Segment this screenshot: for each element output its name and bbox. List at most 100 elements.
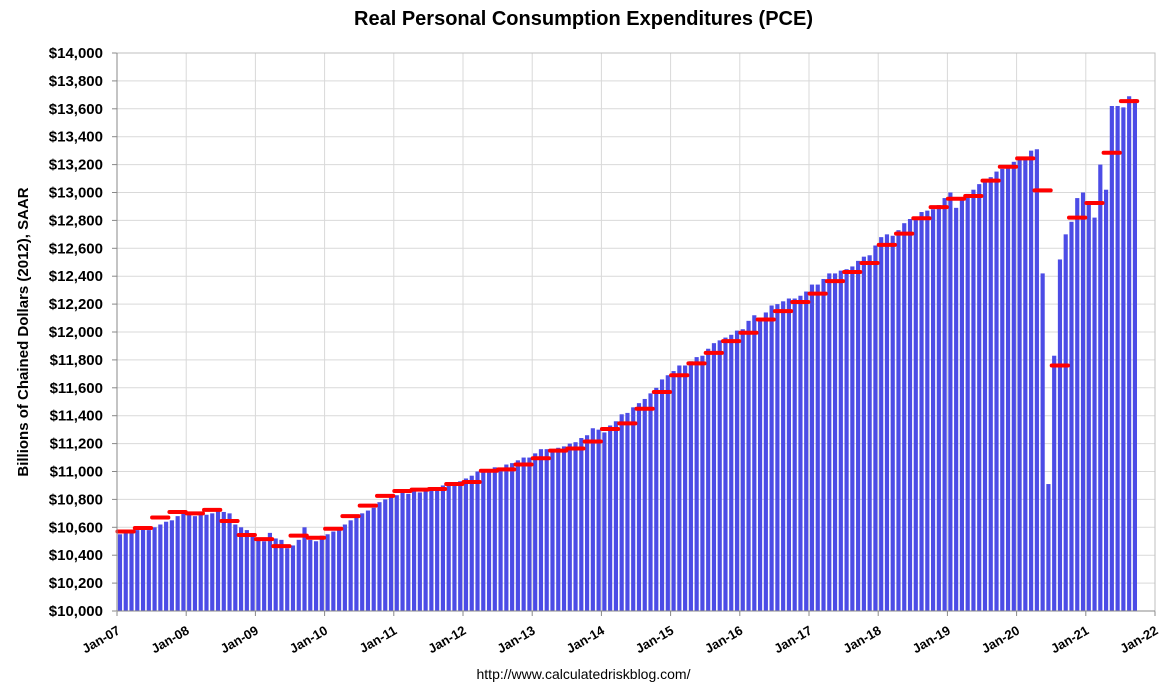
pce-bar (982, 179, 988, 611)
pce-bar (331, 531, 336, 611)
pce-bar (781, 301, 786, 611)
pce-bar (129, 532, 134, 611)
pce-bar (884, 234, 890, 611)
pce-bar (308, 539, 313, 611)
pce-bar (769, 305, 774, 611)
pce-bar (204, 514, 209, 611)
pce-bar (538, 449, 544, 611)
pce-bar (706, 348, 711, 611)
y-tick-label: $11,600 (50, 380, 103, 397)
pce-bar (279, 539, 284, 611)
pce-bar (452, 484, 457, 611)
pce-bar (400, 492, 405, 611)
pce-bar (135, 530, 140, 611)
pce-bar (463, 478, 469, 611)
y-tick-label: $12,800 (49, 212, 103, 229)
pce-bar (1011, 161, 1016, 611)
pce-bar (337, 528, 342, 611)
pce-bar (1057, 259, 1063, 611)
pce-bar (348, 520, 353, 611)
y-tick-label: $12,600 (49, 240, 103, 257)
pce-bar (936, 205, 941, 611)
pce-bar (925, 210, 930, 611)
pce-bar (954, 207, 959, 611)
pce-bar (198, 511, 203, 611)
pce-bar (417, 492, 422, 611)
pce-bar (215, 510, 221, 611)
pce-bar (388, 496, 394, 611)
pce-bar (861, 256, 866, 611)
pce-bar (504, 464, 509, 611)
pce-bar (850, 266, 855, 611)
pce-bar (1052, 355, 1057, 611)
pce-bar (1115, 106, 1120, 611)
pce-bar (192, 516, 198, 611)
pce-bar (262, 541, 267, 611)
pce-bar (210, 513, 215, 611)
pce-bar (902, 223, 907, 611)
pce-bar (256, 538, 261, 611)
pce-bar (931, 209, 936, 612)
y-tick-label: $10,600 (49, 519, 103, 536)
pce-bar (619, 414, 624, 611)
x-tick-label: Jan-18 (841, 623, 884, 657)
pce-bar (1040, 273, 1045, 611)
pce-bar (1046, 484, 1051, 611)
pce-bar (267, 532, 272, 611)
pce-bar (890, 235, 895, 611)
pce-bar (1034, 149, 1039, 611)
pce-bar (1023, 159, 1028, 611)
x-tick-label: Jan-17 (771, 623, 814, 657)
pce-bar (746, 320, 751, 611)
y-tick-label: $11,200 (50, 436, 103, 453)
pce-bar (613, 421, 618, 611)
pce-bar (729, 334, 734, 611)
x-tick-label: Jan-13 (495, 623, 538, 657)
pce-bar (1000, 168, 1005, 611)
gridlines (117, 52, 1156, 612)
pce-bar (527, 457, 532, 611)
y-tick-label: $11,400 (50, 408, 103, 425)
pce-bar (481, 470, 486, 611)
pce-bar (290, 545, 296, 611)
pce-bar (907, 219, 913, 611)
y-tick-label: $11,000 (50, 464, 103, 481)
pce-bar (579, 438, 584, 611)
pce-bar (1069, 221, 1074, 612)
y-tick-label: $13,000 (49, 185, 103, 202)
pce-bar (342, 524, 347, 611)
pce-bar (1017, 157, 1022, 611)
pce-bar (867, 255, 872, 611)
x-tick-label: Jan-21 (1048, 623, 1091, 657)
pce-bar (550, 450, 555, 611)
axes (112, 52, 1156, 616)
pce-bar (659, 379, 665, 611)
pce-bar (313, 541, 319, 611)
pce-bar (227, 513, 232, 611)
pce-bar (435, 488, 440, 611)
pce-bar (948, 192, 953, 611)
pce-bar (296, 539, 301, 611)
pce-bar (734, 330, 740, 611)
pce-bar (965, 193, 970, 611)
pce-bar (383, 499, 388, 611)
pce-bar (325, 534, 330, 611)
pce-bar (763, 312, 768, 611)
pce-bar (510, 463, 515, 611)
y-tick-label: $12,000 (49, 324, 103, 341)
pce-bar (838, 270, 843, 611)
pce-bar (117, 534, 123, 611)
pce-bar (187, 513, 192, 611)
pce-bar (302, 527, 307, 611)
y-tick-label: $10,200 (49, 575, 103, 592)
pce-bar (665, 375, 670, 611)
pce-bar (412, 491, 417, 611)
pce-bar (711, 343, 717, 611)
pce-bar (273, 538, 278, 611)
y-axis-label: Billions of Chained Dollars (2012), SAAR (15, 187, 32, 476)
pce-bar (250, 535, 255, 611)
pce-bar (365, 510, 371, 611)
x-tick-label: Jan-16 (702, 623, 745, 657)
pce-bar (740, 329, 745, 611)
pce-bar (636, 403, 642, 611)
